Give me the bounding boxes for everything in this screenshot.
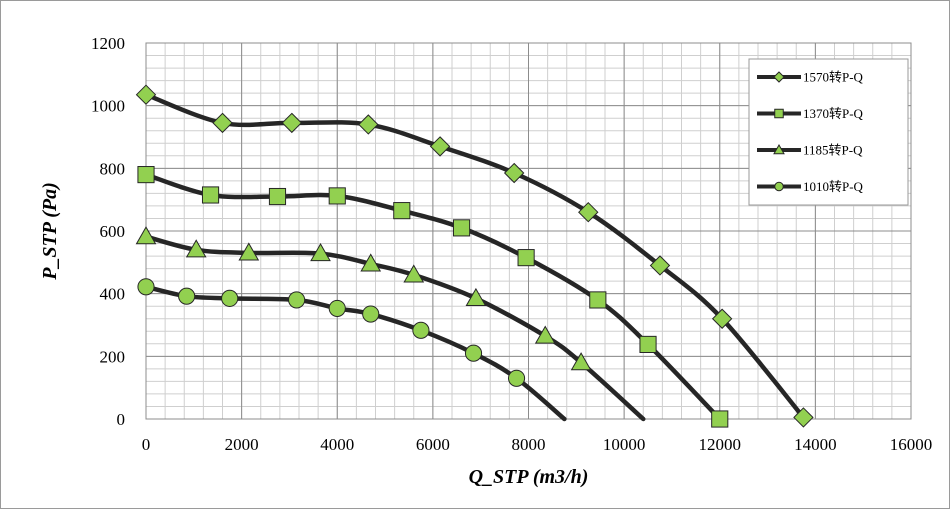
legend-label: 1185转P-Q: [803, 143, 863, 158]
legend: 1570转P-Q 1370转P-Q 1185转P-Q 1010转P-Q: [748, 58, 909, 206]
data-point-square: [137, 166, 155, 184]
x-axis-title: Q_STP (m3/h): [469, 466, 589, 488]
x-tick-label: 12000: [699, 435, 742, 454]
data-point-circle: [137, 278, 155, 296]
data-point-circle: [178, 287, 196, 305]
data-point-diamond: [503, 162, 525, 184]
data-point-square: [589, 291, 607, 309]
data-point-circle: [328, 299, 346, 317]
data-point-triangle: [135, 226, 157, 245]
series-triangle: [135, 226, 646, 422]
legend-entry: 1010转P-Q: [757, 179, 864, 194]
data-point-triangle: [360, 253, 382, 272]
x-tick-label: 14000: [794, 435, 837, 454]
data-point-triangle: [534, 325, 556, 344]
legend-label: 1570转P-Q: [803, 70, 864, 85]
data-point-triangle: [238, 242, 260, 261]
legend-marker-diamond: [773, 71, 785, 83]
y-axis-title: P_STP (Pa): [39, 182, 61, 281]
data-point-diamond: [578, 201, 599, 223]
data-point-square: [711, 410, 729, 428]
y-tick-label: 0: [117, 410, 126, 429]
series-line: [143, 284, 567, 422]
data-point-circle: [362, 305, 380, 323]
x-tick-label: 0: [142, 435, 151, 454]
legend-entry: 1185转P-Q: [757, 143, 863, 158]
y-tick-label: 1200: [91, 34, 125, 53]
data-point-triangle: [310, 243, 331, 262]
x-tick-label: 2000: [225, 435, 259, 454]
data-point-diamond: [358, 114, 379, 135]
series-line: [143, 92, 806, 420]
y-tick-label: 1000: [91, 97, 125, 116]
legend-marker-square: [774, 108, 784, 119]
data-point-square: [201, 186, 220, 204]
series-diamond: [135, 84, 814, 428]
data-point-circle: [412, 321, 430, 339]
x-tick-label: 6000: [416, 435, 450, 454]
x-tick-label: 8000: [512, 435, 546, 454]
legend-label: 1010转P-Q: [803, 179, 864, 194]
data-point-square: [639, 335, 657, 354]
legend-box: [748, 58, 909, 206]
data-point-triangle: [570, 352, 592, 371]
data-point-diamond: [212, 112, 233, 134]
data-point-diamond: [429, 136, 451, 157]
series-line: [143, 234, 646, 422]
data-point-circle: [288, 291, 306, 309]
data-point-diamond: [135, 84, 157, 105]
legend-marker-circle: [774, 181, 784, 192]
y-tick-label: 200: [100, 347, 126, 366]
series-line: [143, 172, 723, 422]
data-point-circle: [221, 289, 239, 307]
data-point-square: [328, 187, 346, 205]
data-point-diamond: [649, 255, 671, 276]
legend-label: 1370转P-Q: [803, 106, 864, 121]
data-point-diamond: [281, 112, 303, 134]
data-point-triangle: [185, 239, 207, 258]
y-tick-label: 800: [100, 159, 126, 178]
data-point-circle: [507, 369, 526, 387]
gridlines: [145, 42, 912, 420]
data-point-square: [517, 249, 535, 267]
data-point-square: [393, 202, 411, 220]
legend-entry: 1370转P-Q: [757, 106, 864, 121]
data-point-circle: [464, 344, 483, 362]
x-tick-label: 4000: [320, 435, 354, 454]
x-tick-label: 10000: [603, 435, 646, 454]
data-point-diamond: [711, 308, 733, 329]
series-square: [137, 166, 729, 428]
y-tick-label: 400: [100, 285, 126, 304]
data-point-triangle: [465, 287, 487, 306]
series-circle: [137, 278, 567, 422]
data-point-square: [452, 219, 471, 237]
x-tick-label: 16000: [890, 435, 933, 454]
legend-entry: 1570转P-Q: [757, 70, 864, 85]
y-tick-label: 600: [100, 222, 126, 241]
legend-marker-triangle: [773, 143, 785, 155]
data-point-triangle: [403, 264, 425, 283]
series: [135, 84, 814, 428]
data-point-square: [268, 187, 287, 206]
data-point-diamond: [793, 407, 814, 428]
